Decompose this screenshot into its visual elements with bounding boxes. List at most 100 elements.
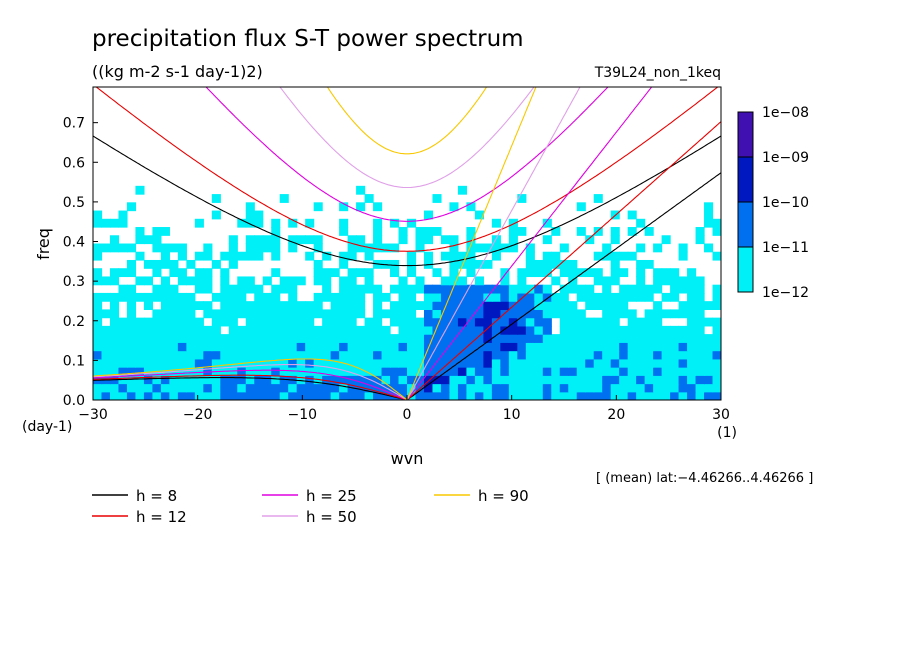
power-cell	[186, 301, 196, 310]
power-cell	[585, 317, 595, 327]
power-cell	[508, 375, 518, 385]
power-cell	[126, 284, 137, 294]
power-cell	[474, 367, 484, 376]
power-cell	[653, 367, 663, 376]
power-cell	[356, 268, 366, 278]
power-cell	[619, 292, 629, 302]
power-cell	[542, 342, 552, 352]
power-cell	[271, 292, 281, 302]
power-cell	[313, 342, 323, 352]
rossby-wave-curve	[93, 377, 408, 400]
power-cell	[542, 383, 552, 393]
power-cell	[220, 309, 230, 319]
power-cell	[347, 235, 357, 245]
power-cell	[432, 301, 442, 310]
power-cell	[279, 391, 289, 400]
power-cell	[576, 325, 586, 335]
power-cell	[687, 350, 697, 360]
power-cell	[449, 235, 459, 245]
power-cell	[423, 334, 434, 343]
power-cell	[169, 309, 179, 319]
power-cell	[288, 284, 298, 294]
power-cell	[373, 350, 383, 360]
power-cell	[245, 383, 255, 393]
power-cell	[500, 367, 510, 376]
power-cell	[517, 276, 527, 286]
power-cell	[245, 375, 255, 385]
power-cell	[101, 292, 111, 302]
power-cell	[169, 383, 179, 393]
power-cell	[457, 325, 468, 335]
power-cell	[220, 251, 230, 261]
power-cell	[653, 375, 663, 385]
power-cell	[508, 317, 518, 327]
power-cell	[262, 350, 272, 360]
power-cell	[585, 334, 595, 343]
power-cell	[712, 383, 721, 393]
power-cell	[568, 301, 578, 310]
power-cell	[347, 243, 357, 253]
power-cell	[177, 342, 187, 352]
power-cell	[695, 284, 705, 294]
power-cell	[449, 334, 459, 343]
power-cell	[339, 317, 349, 327]
power-cell	[661, 268, 671, 278]
power-cell	[661, 325, 671, 335]
power-cell	[661, 383, 671, 393]
power-cell	[339, 276, 349, 286]
power-cell	[347, 284, 357, 294]
power-cell	[432, 391, 442, 400]
power-cell	[118, 325, 128, 335]
power-cell	[398, 284, 408, 294]
power-cell	[339, 367, 349, 376]
power-cell	[101, 325, 111, 335]
power-cell	[602, 367, 612, 376]
power-cell	[585, 301, 595, 310]
power-cell	[228, 342, 238, 352]
power-cell	[322, 292, 332, 302]
power-cell	[440, 334, 451, 343]
power-cell	[483, 284, 493, 294]
power-cell	[423, 391, 434, 400]
power-cell	[466, 259, 476, 269]
power-cell	[381, 243, 391, 253]
power-cell	[322, 309, 332, 319]
power-cell	[474, 317, 484, 327]
power-cell	[568, 284, 578, 294]
power-cell	[339, 342, 349, 352]
power-cell	[177, 334, 187, 343]
power-cell	[118, 367, 128, 376]
power-cell	[186, 358, 196, 368]
power-cell	[636, 358, 646, 368]
power-cell	[687, 367, 697, 376]
power-cell	[678, 375, 688, 385]
power-cell	[449, 276, 459, 286]
colorbar: 1e−12 1e−11 1e−10 1e−09 1e−08	[737, 105, 809, 301]
power-cell	[610, 367, 620, 376]
power-cell	[593, 251, 603, 261]
power-cell	[330, 301, 340, 310]
power-cell	[457, 350, 468, 360]
power-cell	[542, 309, 552, 319]
power-cell	[576, 342, 586, 352]
power-cell	[661, 292, 671, 302]
power-cell	[636, 276, 646, 286]
y-tick-label: 0.5	[63, 195, 85, 211]
power-cell	[551, 259, 561, 269]
power-cell	[585, 358, 595, 368]
power-cell	[449, 292, 459, 302]
power-cell	[296, 383, 306, 393]
power-cell	[644, 227, 654, 236]
power-cell	[610, 309, 620, 319]
power-cell	[211, 317, 221, 327]
power-cell	[356, 325, 366, 335]
power-cell	[126, 292, 137, 302]
power-cell	[653, 325, 663, 335]
power-cell	[687, 284, 697, 294]
power-cell	[593, 350, 603, 360]
power-cell	[695, 292, 705, 302]
power-cell	[644, 358, 654, 368]
power-cell	[347, 276, 357, 286]
power-cell	[245, 358, 255, 368]
power-cell	[313, 259, 323, 269]
